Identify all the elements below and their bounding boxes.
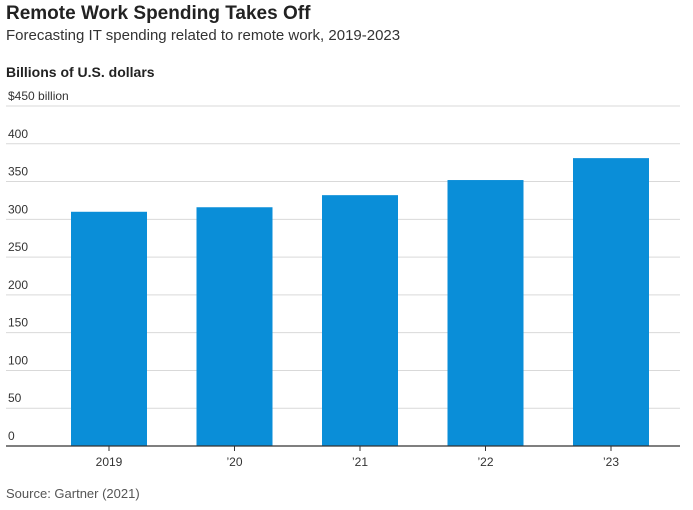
bar [322,195,398,446]
bar-chart: 0 50 100 150 200 250 300 350 400 $450 billion 201… [6,89,680,469]
y-tick-label: 200 [8,278,28,292]
y-tick-label: $450 billion [8,89,69,103]
y-tick-label: 100 [8,353,28,367]
x-tick-label: ’22 [477,455,493,469]
x-tick-label: ’21 [352,455,368,469]
y-tick-label: 0 [8,429,15,443]
y-tick-label: 300 [8,202,28,216]
bar [573,158,649,446]
x-tick-label: ’20 [226,455,242,469]
y-tick-label: 50 [8,391,22,405]
bar [71,211,147,446]
bar [196,207,273,446]
source-note: Source: Gartner (2021) [6,486,140,501]
y-tick-label: 250 [8,240,28,254]
units-label: Billions of U.S. dollars [6,64,155,80]
chart-title: Remote Work Spending Takes Off [6,3,311,24]
axes: 2019 ’20 ’21 ’22 ’23 [6,445,680,469]
bars [71,158,649,447]
y-tick-label: 400 [8,127,28,141]
chart-subtitle: Forecasting IT spending related to remot… [6,27,401,44]
bar [447,180,524,447]
y-tick-label: 150 [8,316,28,330]
y-tick-label: 350 [8,165,28,179]
x-tick-label: ’23 [603,455,619,469]
x-tick-label: 2019 [96,455,123,469]
